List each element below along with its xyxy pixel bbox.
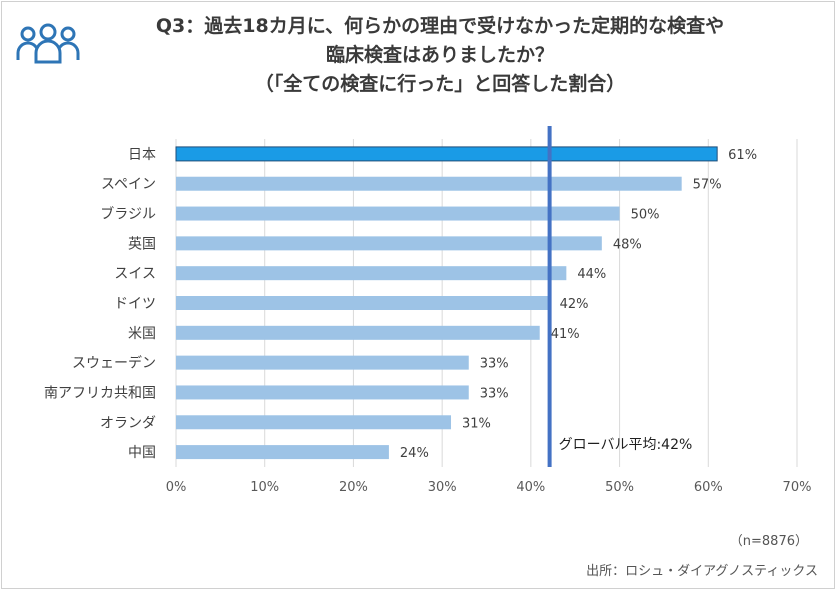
value-label: 33% <box>480 386 509 401</box>
bar <box>176 266 567 281</box>
category-label: スイス <box>114 266 156 282</box>
bar <box>176 415 452 430</box>
title-line-2: 臨床検査はありましたか？ <box>325 44 554 66</box>
category-label: 日本 <box>128 147 156 163</box>
bar <box>176 176 682 191</box>
title-line-3: （「全ての検査に行った」と回答した割合） <box>254 73 626 95</box>
category-label: 米国 <box>128 326 156 342</box>
value-label: 57% <box>693 178 722 193</box>
people-group-icon <box>16 23 80 64</box>
value-label: 50% <box>631 208 660 223</box>
x-tick-label: 40% <box>516 480 545 495</box>
bar <box>176 206 620 221</box>
title-line-1: Q3：過去18カ月に、何らかの理由で受けなかった定期的な検査や <box>155 15 725 37</box>
x-tick-label: 20% <box>339 480 368 495</box>
sample-size: （n=8876） <box>729 534 808 549</box>
bar <box>176 236 602 251</box>
bar <box>175 146 718 162</box>
x-tick-label: 0% <box>166 480 187 495</box>
bar <box>176 385 469 400</box>
category-label: スペイン <box>101 177 156 193</box>
bar <box>176 355 469 370</box>
x-tick-label: 60% <box>694 480 723 495</box>
x-tick-label: 50% <box>605 480 634 495</box>
x-tick-label: 30% <box>428 480 457 495</box>
value-label: 31% <box>462 416 491 431</box>
category-label: 中国 <box>128 445 156 461</box>
category-label: ブラジル <box>100 206 156 223</box>
x-tick-label: 70% <box>783 480 812 495</box>
value-label: 61% <box>728 148 757 163</box>
category-label: ドイツ <box>114 296 156 312</box>
value-label: 44% <box>577 267 606 282</box>
bar <box>176 445 389 460</box>
category-label: スウェーデン <box>72 355 156 372</box>
value-label: 42% <box>560 297 589 312</box>
value-label: 48% <box>613 237 642 252</box>
reference-label: グローバル平均:42% <box>559 437 693 453</box>
category-label: オランダ <box>100 415 156 431</box>
category-label: 南アフリカ共和国 <box>44 385 156 401</box>
x-tick-label: 10% <box>250 480 279 495</box>
category-label: 英国 <box>128 235 156 252</box>
source-note: 出所：ロシュ・ダイアグノスティックス <box>586 564 818 579</box>
bar <box>176 296 549 310</box>
value-label: 41% <box>551 327 580 342</box>
chart-title: Q3：過去18カ月に、何らかの理由で受けなかった定期的な検査や 臨床検査はありま… <box>90 12 790 99</box>
value-label: 24% <box>400 446 429 461</box>
value-label: 33% <box>480 357 509 372</box>
bar <box>176 325 540 340</box>
